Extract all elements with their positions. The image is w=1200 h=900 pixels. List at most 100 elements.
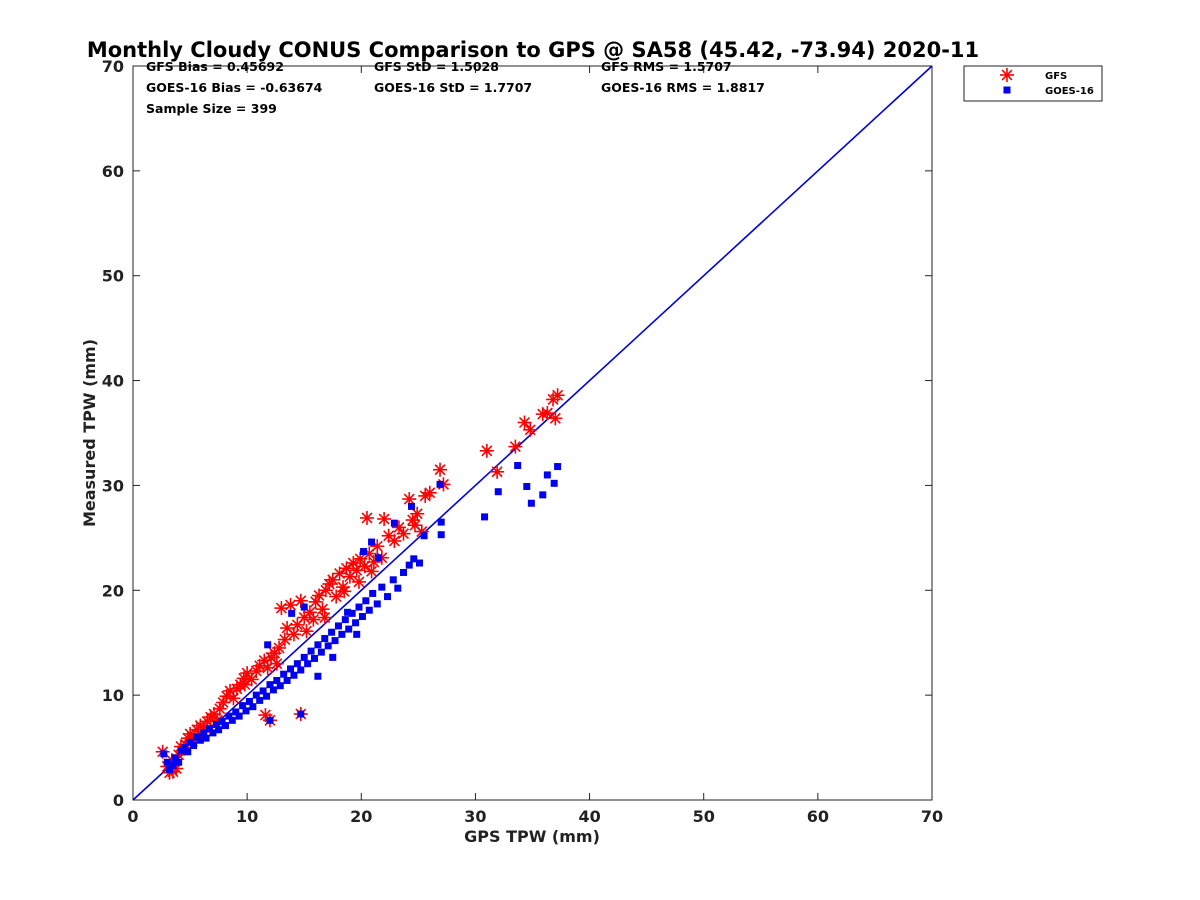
gfs-std-label: GFS StD = 1.5028 (374, 59, 499, 74)
goes-16-point (200, 729, 208, 737)
goes-16-point (314, 672, 322, 680)
goes-bias-label: GOES-16 Bias = -0.63674 (146, 80, 323, 95)
gfs-point (402, 492, 417, 507)
y-tick-label: 10 (102, 686, 124, 705)
gfs-point (274, 601, 289, 616)
goes-16-point (344, 608, 352, 616)
goes-16-point (256, 696, 264, 704)
goes-16-point (328, 628, 336, 636)
goes-16-point (360, 547, 368, 555)
gfs-point (269, 656, 284, 671)
goes-16-point (189, 741, 197, 749)
goes-16-point (307, 647, 315, 655)
gfs-point (410, 506, 425, 521)
goes-16-point (280, 670, 288, 678)
goes-16-point (408, 502, 416, 510)
gfs-point (337, 584, 352, 599)
goes-16-point (331, 637, 339, 645)
goes-16-point (228, 716, 236, 724)
goes-16-point (175, 758, 183, 766)
y-axis-ticks: 0 10 20 30 40 50 60 70 (102, 57, 932, 810)
gfs-point (312, 588, 327, 603)
goes-16-point (209, 729, 217, 737)
goes-16-point (266, 716, 274, 724)
goes-16-point (494, 488, 502, 496)
goes-16-point (329, 653, 337, 661)
gfs-point (317, 610, 332, 625)
goes-16-point (252, 691, 260, 699)
gfs-point (540, 406, 555, 421)
goes-16-point (341, 616, 349, 624)
goes-16-point (400, 568, 408, 576)
gfs-point (407, 518, 422, 533)
legend-goes-16-square (1003, 86, 1011, 94)
goes-16-point (290, 671, 298, 679)
goes-16-point (221, 722, 229, 730)
x-tick-label: 20 (350, 807, 372, 826)
goes-16-point (368, 538, 376, 546)
x-tick-label: 50 (693, 807, 715, 826)
goes-16-point (365, 606, 373, 614)
gfs-point (387, 534, 402, 549)
goes-16-point (352, 619, 360, 627)
x-tick-label: 70 (921, 807, 943, 826)
axes (132, 65, 933, 801)
goes-16-point (160, 750, 168, 758)
gfs-point (479, 443, 494, 458)
goes-16-point (378, 583, 386, 591)
goes-16-point (420, 532, 428, 540)
y-axis-label: Measured TPW (mm) (80, 339, 99, 527)
gfs-point (433, 462, 448, 477)
goes-16-point (288, 609, 296, 617)
goes-16-point (373, 600, 381, 608)
goes-16-point (358, 613, 366, 620)
goes-16-point (276, 682, 284, 690)
goes-16-point (212, 721, 220, 729)
y-tick-label: 50 (102, 267, 124, 286)
gfs-point (523, 422, 538, 437)
goes-16-point (338, 630, 346, 638)
gfs-point (244, 672, 259, 687)
goes-16-point (169, 761, 177, 769)
legend: GFS GOES-16 (963, 65, 1103, 102)
gfs-point (1000, 68, 1014, 82)
gfs-point (352, 574, 367, 589)
gfs-point (299, 624, 314, 639)
x-axis-ticks: 0 10 20 30 40 50 60 70 (127, 66, 943, 826)
goes-16-point (539, 491, 547, 499)
goes-16-point (394, 584, 402, 592)
goes-16-point (202, 734, 210, 742)
gfs-point (364, 564, 379, 579)
goes-16-point (321, 635, 329, 643)
gfs-point (550, 388, 565, 403)
x-tick-label: 0 (127, 807, 138, 826)
gfs-point (315, 602, 330, 617)
goes-16-point (184, 748, 192, 756)
goes-16-point (527, 499, 535, 507)
gfs-point (216, 695, 231, 710)
goes-16-point (550, 479, 558, 487)
goes-16-point (369, 589, 377, 597)
goes-16-point (405, 561, 413, 569)
gfs-point (306, 612, 321, 627)
goes-16-point (374, 554, 382, 562)
gfs-point (490, 464, 505, 479)
gfs-point (353, 551, 368, 566)
gfs-point (422, 485, 437, 500)
goes-16-point (348, 609, 356, 617)
y-tick-label: 20 (102, 581, 124, 600)
y-tick-label: 40 (102, 372, 124, 391)
goes-16-point (239, 702, 247, 710)
goes-16-point (310, 654, 318, 662)
goes-16-point (304, 660, 312, 668)
gfs-point (359, 510, 374, 525)
goes-16-point (205, 725, 213, 733)
goes-16-point (355, 603, 363, 611)
goes-16-point (390, 519, 398, 527)
goes-16-point (314, 641, 322, 649)
goes-16-point (384, 593, 392, 601)
goes-16-point (300, 653, 308, 661)
gfs-point (237, 677, 252, 692)
x-tick-label: 40 (578, 807, 600, 826)
